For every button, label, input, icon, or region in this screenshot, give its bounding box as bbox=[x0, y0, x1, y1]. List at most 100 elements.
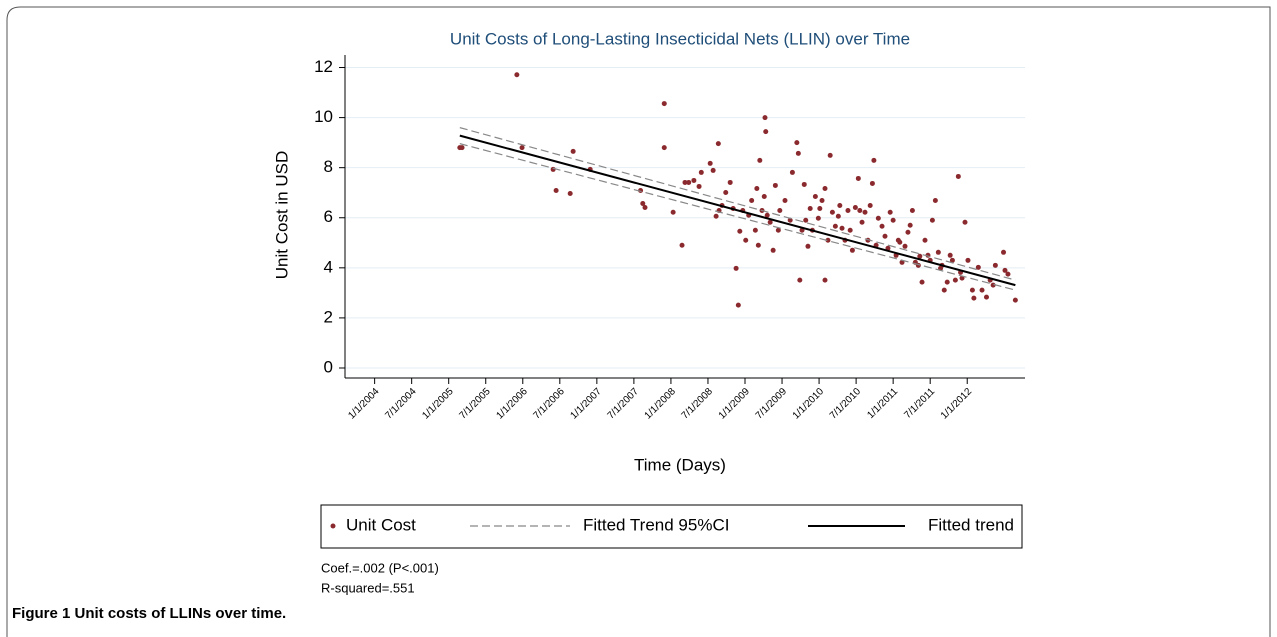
legend-symbol bbox=[330, 523, 336, 529]
data-point bbox=[686, 179, 692, 185]
x-tick-label: 1/1/2009 bbox=[717, 386, 753, 422]
ci-upper bbox=[459, 127, 1016, 281]
data-point bbox=[875, 215, 881, 221]
data-point bbox=[755, 242, 761, 248]
data-point bbox=[859, 219, 865, 225]
data-point bbox=[570, 148, 576, 154]
data-point bbox=[887, 209, 893, 215]
y-tick-label: 10 bbox=[314, 107, 333, 126]
data-point bbox=[962, 219, 968, 225]
data-point bbox=[567, 190, 573, 196]
y-tick-label: 6 bbox=[324, 207, 333, 226]
data-point bbox=[519, 145, 525, 151]
data-point bbox=[1012, 297, 1018, 303]
data-point bbox=[941, 287, 947, 293]
legend-label: Fitted trend bbox=[928, 515, 1014, 534]
x-tick-label: 7/1/2006 bbox=[531, 386, 567, 422]
data-point bbox=[817, 205, 823, 211]
data-point bbox=[983, 294, 989, 300]
x-tick-label: 7/1/2011 bbox=[902, 386, 937, 421]
data-point bbox=[992, 262, 998, 268]
data-point bbox=[857, 207, 863, 213]
data-point bbox=[869, 180, 875, 186]
data-point bbox=[839, 225, 845, 231]
data-point bbox=[801, 181, 807, 187]
data-point bbox=[670, 209, 676, 215]
data-point bbox=[754, 185, 760, 191]
data-point bbox=[691, 177, 697, 183]
data-point bbox=[459, 145, 465, 151]
x-tick-label: 7/1/2008 bbox=[680, 386, 716, 422]
x-tick-label: 1/1/2010 bbox=[791, 386, 827, 422]
data-point bbox=[812, 193, 818, 199]
data-point bbox=[762, 115, 768, 121]
chart-title: Unit Costs of Long-Lasting Insecticidal … bbox=[450, 29, 910, 48]
x-tick-label: 1/1/2008 bbox=[643, 386, 679, 422]
data-point bbox=[975, 264, 981, 270]
data-point bbox=[929, 217, 935, 223]
data-point bbox=[723, 189, 729, 195]
x-axis-label: Time (Days) bbox=[634, 455, 726, 474]
data-point bbox=[763, 129, 769, 135]
data-point bbox=[733, 265, 739, 271]
data-point bbox=[789, 169, 795, 175]
data-point bbox=[971, 295, 977, 301]
data-point bbox=[902, 243, 908, 249]
data-point bbox=[761, 193, 767, 199]
note: Coef.=.002 (P<.001) bbox=[321, 560, 439, 575]
data-point bbox=[837, 202, 843, 208]
y-tick-label: 2 bbox=[324, 307, 333, 326]
data-point bbox=[835, 213, 841, 219]
data-point bbox=[969, 287, 975, 293]
x-tick-label: 7/1/2007 bbox=[606, 386, 642, 422]
y-tick-label: 4 bbox=[324, 257, 333, 276]
data-point bbox=[743, 237, 749, 243]
data-point bbox=[777, 207, 783, 213]
data-point bbox=[822, 277, 828, 283]
data-point bbox=[803, 217, 809, 223]
data-point bbox=[772, 182, 778, 188]
figure-frame bbox=[6, 6, 1271, 637]
data-point bbox=[815, 215, 821, 221]
y-axis-label: Unit Cost in USD bbox=[272, 151, 291, 279]
data-point bbox=[775, 227, 781, 233]
data-point bbox=[847, 227, 853, 233]
data-point bbox=[871, 157, 877, 163]
data-point bbox=[752, 227, 758, 233]
data-point bbox=[638, 187, 644, 193]
x-tick-label: 7/1/2009 bbox=[754, 386, 790, 422]
data-point bbox=[827, 152, 833, 158]
data-point bbox=[797, 277, 803, 283]
data-point bbox=[1005, 271, 1011, 277]
data-point bbox=[661, 101, 667, 107]
data-point bbox=[917, 253, 923, 259]
x-tick-label: 1/1/2007 bbox=[569, 386, 605, 422]
data-point bbox=[829, 209, 835, 215]
data-point bbox=[907, 222, 913, 228]
x-tick-label: 1/1/2012 bbox=[939, 386, 975, 422]
data-point bbox=[819, 197, 825, 203]
data-point bbox=[795, 150, 801, 156]
data-point bbox=[932, 197, 938, 203]
data-point bbox=[713, 213, 719, 219]
data-point bbox=[764, 212, 770, 218]
data-point bbox=[707, 160, 713, 166]
data-point bbox=[935, 249, 941, 255]
data-point bbox=[770, 247, 776, 253]
data-point bbox=[553, 187, 559, 193]
legend-box bbox=[320, 504, 1023, 549]
data-point bbox=[749, 197, 755, 203]
data-point bbox=[735, 302, 741, 308]
data-point bbox=[822, 185, 828, 191]
legend-label: Unit Cost bbox=[346, 515, 416, 534]
x-tick-label: 1/1/2005 bbox=[420, 386, 456, 422]
data-point bbox=[825, 237, 831, 243]
trend-line bbox=[459, 134, 1016, 287]
data-point bbox=[955, 173, 961, 179]
data-point bbox=[890, 217, 896, 223]
legend-label: Fitted Trend 95%CI bbox=[583, 515, 729, 534]
data-point bbox=[794, 140, 800, 146]
data-point bbox=[805, 243, 811, 249]
x-tick-label: 7/1/2005 bbox=[457, 386, 493, 422]
